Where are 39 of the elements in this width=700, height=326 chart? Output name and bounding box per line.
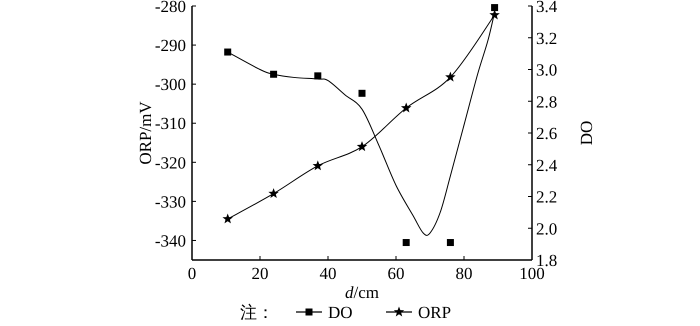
legend-label: DO <box>328 303 353 322</box>
y-tick-label: -320 <box>154 153 186 172</box>
point <box>222 213 233 224</box>
y-tick-label: -330 <box>154 192 186 212</box>
x-tick-label: 60 <box>388 264 404 283</box>
point <box>270 70 278 78</box>
point <box>402 239 410 246</box>
legend-title: 注： <box>240 303 274 322</box>
y2-tick-label: 3.4 <box>536 0 558 16</box>
point <box>358 90 366 97</box>
y2-tick-label: 2.4 <box>536 156 558 175</box>
point <box>445 72 456 82</box>
point <box>356 141 368 152</box>
point <box>314 72 322 80</box>
point <box>312 160 324 170</box>
y-tick-label: -280 <box>154 0 186 16</box>
point <box>400 102 412 112</box>
point <box>446 239 454 246</box>
x-axis-title: d/cm <box>345 283 379 302</box>
legend-label: ORP <box>418 303 452 322</box>
y-tick-label: -300 <box>154 75 186 94</box>
x-tick-label: 80 <box>456 264 472 283</box>
point <box>224 48 232 56</box>
y2-tick-label: 2.6 <box>536 124 558 143</box>
y-tick-label: -340 <box>154 231 186 250</box>
x-tick-label: 40 <box>320 264 336 283</box>
y-axis-title: ORP/mV <box>136 100 155 165</box>
y2-tick-label: 2.2 <box>536 188 558 206</box>
y2-tick-label: 3.0 <box>536 60 558 80</box>
x-tick-label: 0 <box>188 264 196 283</box>
y2-tick-label: 3.2 <box>536 28 558 48</box>
y2-tick-label: 2.8 <box>536 92 558 112</box>
point <box>491 4 498 12</box>
y2-axis-title: DO <box>577 120 596 146</box>
y-tick-label: -310 <box>154 114 186 134</box>
y-tick-label: -290 <box>154 36 186 56</box>
x-tick-label: 20 <box>252 264 268 283</box>
point <box>268 188 279 198</box>
y2-tick-label: 2.0 <box>536 219 558 238</box>
